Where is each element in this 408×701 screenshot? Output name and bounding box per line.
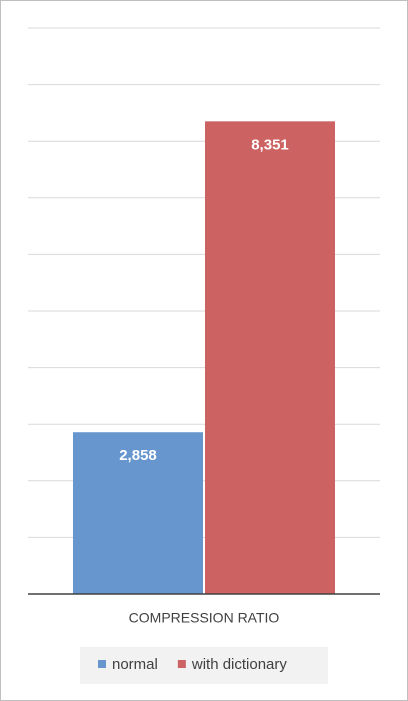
- legend-label: normal: [112, 656, 158, 673]
- data-label: 2,858: [119, 447, 157, 464]
- legend-label: with dictionary: [191, 656, 288, 673]
- bar: [205, 121, 335, 594]
- bar: [73, 432, 203, 594]
- x-tick-label: COMPRESSION RATIO: [129, 610, 280, 626]
- legend-box: [80, 647, 328, 684]
- legend-swatch: [98, 660, 106, 668]
- legend-swatch: [177, 660, 186, 668]
- data-label: 8,351: [251, 136, 289, 153]
